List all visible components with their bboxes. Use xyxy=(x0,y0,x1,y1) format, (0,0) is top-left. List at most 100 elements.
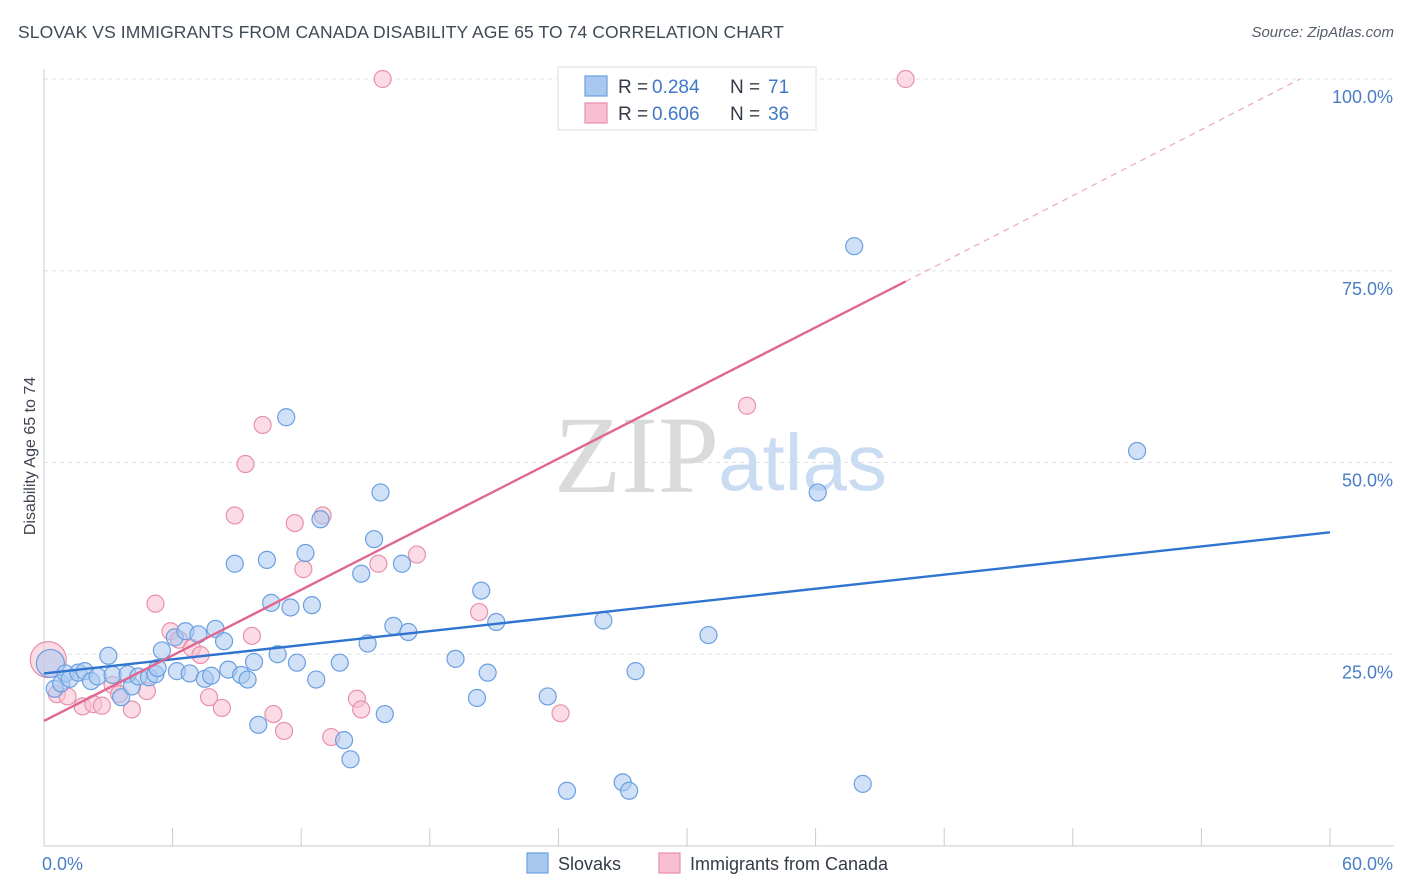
canada-trend-line xyxy=(43,280,907,723)
slovaks-point xyxy=(699,625,718,645)
slovaks-point xyxy=(307,670,326,689)
canada-point xyxy=(551,704,570,723)
legend-r-label-canada: R = xyxy=(618,104,648,125)
bottom-legend: Slovaks Immigrants from Canada xyxy=(526,852,889,874)
watermark-zip: ZIP xyxy=(554,394,719,516)
slovaks-point xyxy=(467,688,487,708)
canada-point xyxy=(92,696,111,715)
legend-n-label-slovaks: N = xyxy=(730,77,760,98)
watermark-atlas: atlas xyxy=(718,418,887,507)
canada-point xyxy=(285,513,304,533)
canada-point xyxy=(225,506,244,525)
canada-point xyxy=(737,396,757,415)
slovaks-point xyxy=(281,598,300,617)
bottom-legend-label-slovaks: Slovaks xyxy=(558,854,621,874)
slovaks-point xyxy=(214,632,234,651)
grid-lines xyxy=(44,78,1394,655)
canada-point xyxy=(274,721,294,741)
canada-point xyxy=(199,688,219,707)
y-tick-label-75: 75.0% xyxy=(1342,279,1393,299)
canada-point xyxy=(373,69,392,89)
bottom-legend-label-canada: Immigrants from Canada xyxy=(690,854,889,874)
slovaks-point xyxy=(225,554,244,573)
legend-n-value-slovaks: 71 xyxy=(768,77,789,98)
slovaks-point xyxy=(302,596,322,615)
slovaks-point xyxy=(296,543,315,563)
canada-point xyxy=(122,700,141,719)
slovaks-point xyxy=(364,530,384,549)
canada-point xyxy=(896,69,915,89)
x-ticks xyxy=(43,828,1331,846)
slovaks-point xyxy=(341,750,360,769)
slovaks-point xyxy=(334,731,354,750)
x-tick-label-min: 0.0% xyxy=(42,854,83,874)
slovaks-point xyxy=(202,666,221,685)
slovaks-point xyxy=(112,688,131,707)
chart-title: SLOVAK VS IMMIGRANTS FROM CANADA DISABIL… xyxy=(18,22,784,42)
chart-source: Source: ZipAtlas.com xyxy=(1251,24,1394,41)
bottom-legend-swatch-canada xyxy=(658,852,681,874)
slovaks-point xyxy=(478,663,497,682)
slovaks-point xyxy=(152,641,171,660)
slovaks-point xyxy=(268,645,287,664)
legend-n-label-canada: N = xyxy=(730,104,760,125)
series-slovaks-points xyxy=(35,237,1147,800)
canada-point xyxy=(253,415,272,435)
canada-point xyxy=(146,594,165,613)
canada-point xyxy=(469,602,489,622)
slovaks-point xyxy=(626,662,645,681)
slovaks-point xyxy=(352,564,371,583)
watermark: ZIP atlas xyxy=(554,394,887,516)
slovaks-point xyxy=(257,550,277,570)
legend-swatch-slovaks xyxy=(584,75,608,97)
slovaks-point xyxy=(244,652,264,672)
y-tick-label-25: 25.0% xyxy=(1342,662,1393,682)
canada-trend-extension xyxy=(905,78,1301,283)
y-axis-title: Disability Age 65 to 74 xyxy=(22,377,39,535)
slovaks-point xyxy=(538,687,557,706)
slovaks-point xyxy=(287,653,307,672)
slovaks-point xyxy=(557,781,577,800)
axes xyxy=(43,69,1394,847)
legend-r-label-slovaks: R = xyxy=(618,77,648,98)
slovaks-point xyxy=(472,581,491,600)
canada-point xyxy=(294,560,313,579)
slovaks-point xyxy=(620,781,639,800)
slovaks-point xyxy=(845,237,864,256)
y-tick-labels: 25.0% 50.0% 75.0% 100.0% xyxy=(1332,87,1393,682)
slovaks-point xyxy=(238,670,257,689)
slovaks-point xyxy=(1127,441,1147,461)
slovaks-point xyxy=(594,611,613,630)
slovaks-point xyxy=(808,483,827,502)
slovaks-point xyxy=(446,649,465,668)
slovaks-point xyxy=(371,483,390,502)
slovaks-point xyxy=(277,408,296,427)
canada-point xyxy=(236,454,255,474)
canada-point xyxy=(264,704,283,724)
legend-r-value-slovaks: 0.284 xyxy=(652,77,700,98)
legend-swatch-canada xyxy=(584,102,608,124)
canada-point xyxy=(212,698,231,718)
slovaks-point xyxy=(330,653,349,672)
y-tick-label-100: 100.0% xyxy=(1332,87,1393,107)
bottom-legend-swatch-slovaks xyxy=(526,852,549,874)
slovaks-point xyxy=(249,715,268,734)
y-tick-label-50: 50.0% xyxy=(1342,471,1393,491)
canada-point xyxy=(242,626,262,645)
legend-n-value-canada: 36 xyxy=(768,104,789,125)
slovaks-point xyxy=(375,704,394,724)
slovaks-trend-line xyxy=(43,531,1331,675)
slovaks-point xyxy=(311,510,330,529)
legend-box: R = 0.284 N = 71 R = 0.606 N = 36 xyxy=(557,66,817,131)
canada-point xyxy=(407,545,427,564)
canada-point xyxy=(352,700,371,719)
trend-lines xyxy=(43,78,1331,723)
slovaks-point xyxy=(88,667,107,686)
slovaks-point xyxy=(392,554,412,573)
x-tick-label-max: 60.0% xyxy=(1342,854,1393,874)
slovaks-point xyxy=(853,774,872,793)
legend-r-value-canada: 0.606 xyxy=(652,104,700,125)
slovaks-point xyxy=(99,646,118,665)
canada-point xyxy=(369,554,388,573)
